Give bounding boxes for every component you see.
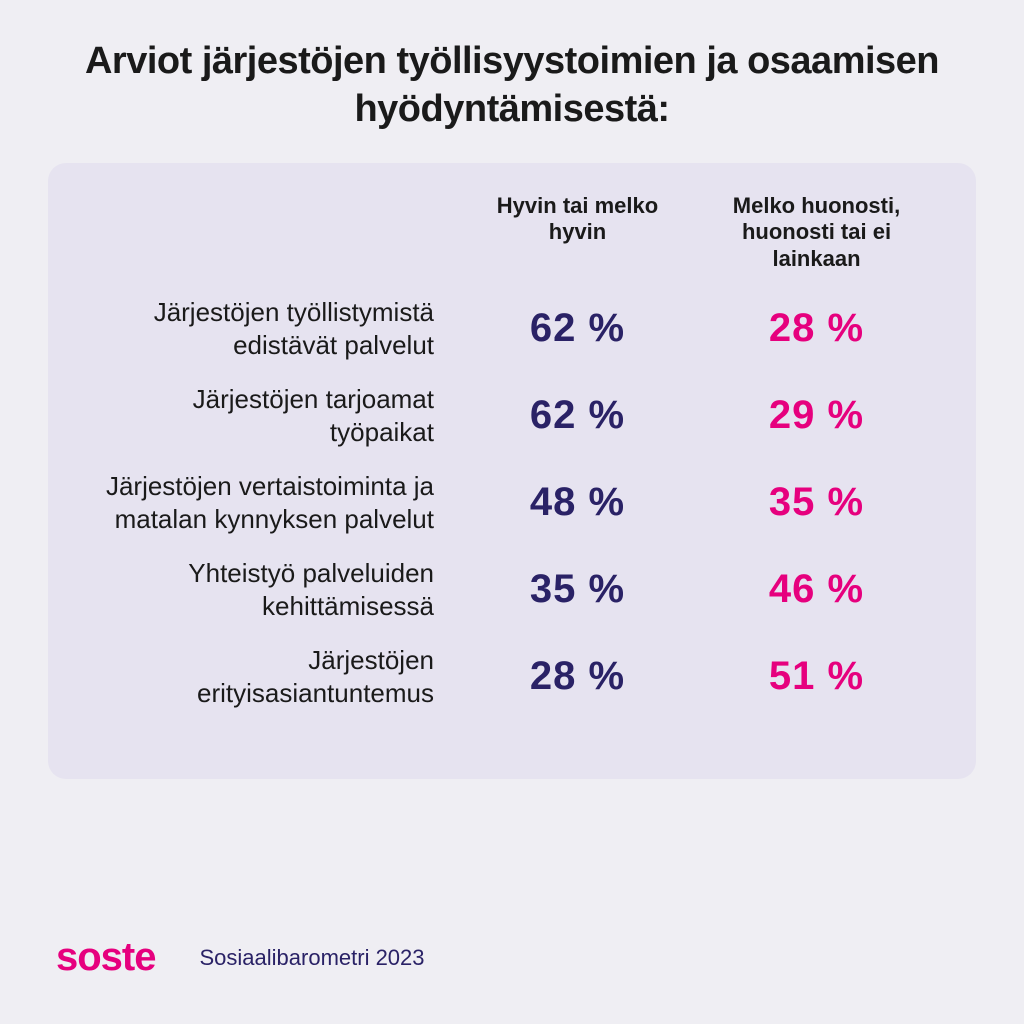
value-good: 28 % <box>458 654 697 699</box>
value-bad: 28 % <box>697 306 936 351</box>
value-bad: 29 % <box>697 393 936 438</box>
column-header-good: Hyvin tai melko hyvin <box>458 193 697 272</box>
data-table: Hyvin tai melko hyvin Melko huonosti, hu… <box>48 163 976 779</box>
value-good: 62 % <box>458 306 697 351</box>
row-label: Järjestöjen työllistymistä edistävät pal… <box>88 296 458 361</box>
row-label: Yhteistyö palveluiden kehittämisessä <box>88 557 458 622</box>
table-row: Järjestöjen työllistymistä edistävät pal… <box>88 296 936 361</box>
page-title: Arviot järjestöjen työllisyystoimien ja … <box>0 0 1024 163</box>
source-text: Sosiaalibarometri 2023 <box>200 945 425 971</box>
table-header-row: Hyvin tai melko hyvin Melko huonosti, hu… <box>88 193 936 272</box>
footer: soste Sosiaalibarometri 2023 <box>56 935 425 980</box>
row-label: Järjestöjen tarjoamat työpaikat <box>88 383 458 448</box>
soste-logo: soste <box>56 935 156 980</box>
value-good: 62 % <box>458 393 697 438</box>
table-row: Järjestöjen tarjoamat työpaikat 62 % 29 … <box>88 383 936 448</box>
table-row: Järjestöjen vertaistoiminta ja matalan k… <box>88 470 936 535</box>
value-bad: 35 % <box>697 480 936 525</box>
column-header-bad: Melko huonosti, huonosti tai ei lainkaan <box>697 193 936 272</box>
row-label: Järjestöjen vertaistoiminta ja matalan k… <box>88 470 458 535</box>
value-good: 35 % <box>458 567 697 612</box>
value-good: 48 % <box>458 480 697 525</box>
row-label: Järjestöjen erityisasiantuntemus <box>88 644 458 709</box>
table-row: Yhteistyö palveluiden kehittämisessä 35 … <box>88 557 936 622</box>
value-bad: 51 % <box>697 654 936 699</box>
value-bad: 46 % <box>697 567 936 612</box>
table-row: Järjestöjen erityisasiantuntemus 28 % 51… <box>88 644 936 709</box>
